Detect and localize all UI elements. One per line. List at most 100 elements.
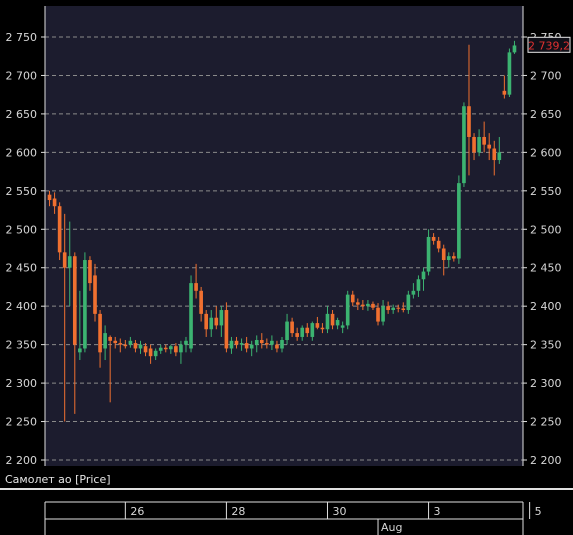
candle-body (416, 279, 421, 291)
y-tick-label: 2 600 (530, 146, 562, 159)
candle-body (300, 327, 305, 337)
candle-body (199, 290, 203, 314)
candle-body (143, 346, 148, 353)
candle-body (376, 307, 380, 322)
candle-body (47, 194, 52, 201)
candle-body (507, 52, 512, 95)
candle-body (431, 236, 436, 241)
y-tick-label: 2 600 (6, 146, 38, 159)
candle-body (275, 344, 279, 349)
candle-body (259, 340, 264, 344)
candle-body (219, 310, 224, 326)
candle-body (502, 90, 507, 95)
candle-body (446, 256, 451, 261)
candle-body (270, 340, 274, 345)
x-tick-label: 28 (231, 505, 245, 518)
candle-body (113, 340, 118, 344)
candle-body (108, 336, 112, 341)
candle-body (441, 248, 446, 261)
candle-body (401, 308, 406, 311)
candle-body (386, 306, 390, 311)
candle-body (72, 256, 77, 345)
candle-body (67, 256, 72, 268)
candle-body (361, 304, 365, 307)
candle-body (174, 346, 178, 353)
y-tick-label: 2 700 (530, 69, 562, 82)
x-tick-label: 26 (130, 505, 144, 518)
candle-body (254, 340, 259, 345)
candle-body (290, 321, 294, 334)
candle-body (355, 302, 360, 305)
y-tick-label: 2 700 (6, 69, 38, 82)
candle-body (436, 240, 441, 249)
candle-body (83, 260, 87, 349)
x-axis: 262830359Aug (0, 488, 573, 535)
y-tick-label: 2 500 (6, 223, 38, 236)
y-tick-label: 2 300 (530, 377, 562, 390)
instrument-label: Самолет ао [Price] (5, 473, 111, 486)
candle-body (118, 343, 123, 345)
candle-body (234, 340, 239, 345)
candle-body (345, 294, 350, 326)
y-tick-label: 2 350 (6, 339, 38, 352)
candle-body (98, 313, 102, 353)
candle-body (426, 236, 431, 272)
plot-area (45, 6, 523, 466)
candle-body (310, 323, 315, 337)
candle-body (421, 271, 426, 280)
candle-body (88, 260, 92, 284)
candle-body (62, 252, 67, 268)
y-tick-label: 2 200 (6, 454, 38, 467)
candle-body (472, 136, 476, 153)
last-price-tag: 2 739,2 (527, 36, 571, 53)
candle-body (148, 348, 153, 357)
y-tick-label: 2 500 (530, 223, 562, 236)
y-tick-label: 2 200 (530, 454, 562, 467)
candle-body (133, 343, 138, 349)
panel-separator (0, 488, 573, 490)
candle-body (371, 303, 375, 308)
candle-body (214, 317, 219, 326)
candle-body (163, 347, 168, 350)
x-tick-label: 3 (434, 505, 441, 518)
candle-body (396, 307, 401, 309)
candle-body (57, 206, 62, 253)
candle-body (224, 310, 229, 349)
candle-body (492, 148, 497, 161)
candle-body (285, 321, 289, 341)
candle-body (189, 283, 193, 349)
candle-body (179, 344, 183, 353)
candle-body (457, 183, 461, 259)
candle-body (315, 323, 320, 328)
y-tick-label: 2 350 (530, 339, 562, 352)
candle-body (482, 136, 486, 145)
candle-body (452, 256, 456, 259)
candle-body (381, 306, 385, 322)
candle-body (295, 333, 299, 337)
candle-body (366, 303, 370, 307)
candle-body (128, 340, 133, 345)
y-tick-label: 2 400 (6, 300, 38, 313)
candles (47, 40, 517, 422)
y-tick-label: 2 250 (530, 416, 562, 429)
candle-body (391, 307, 396, 311)
candle-body (406, 294, 411, 311)
candle-body (265, 343, 269, 345)
candle-body (411, 290, 416, 295)
candle-body (138, 344, 143, 349)
candle-body (123, 344, 128, 347)
candle-body (184, 340, 188, 345)
candle-body (52, 198, 57, 207)
y-tick-label: 2 650 (530, 108, 562, 121)
candle-body (209, 317, 214, 330)
candle-body (239, 343, 244, 345)
month-label: Aug (381, 521, 402, 534)
candle-body (340, 325, 345, 328)
candle-body (320, 327, 325, 330)
candle-body (497, 152, 502, 161)
candle-body (325, 313, 330, 330)
candle-body (249, 344, 254, 349)
last-price-label: 2 739,2 (528, 39, 570, 52)
candle-body (335, 320, 340, 326)
